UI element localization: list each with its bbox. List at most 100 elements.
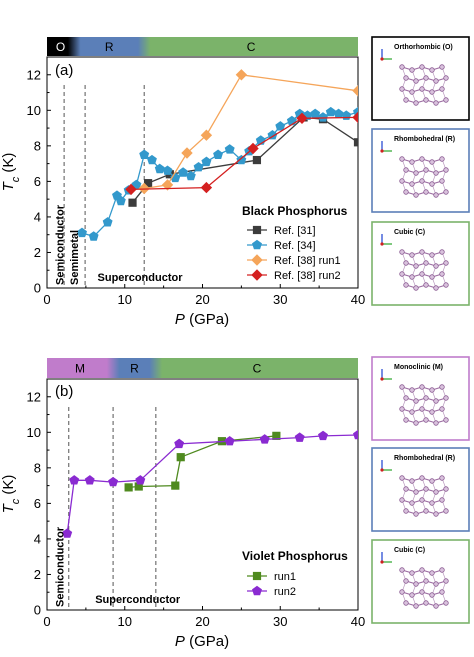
plot-frame-a: [46, 56, 359, 289]
series-line: [130, 116, 358, 191]
data-point: [147, 154, 157, 165]
data-point: [275, 121, 286, 131]
y-axis-title-b: Tc (K): [0, 475, 22, 514]
phase-label: C: [253, 362, 262, 376]
panel-a-black-phosphorus: O R C 0 10 20 30 40 0 2 4 6 8 10 12 (a) Semiconductor…: [0, 37, 365, 328]
dividers-b: [68, 407, 157, 610]
legend-label: run2: [274, 586, 296, 598]
axis-triad-icon: [380, 468, 384, 472]
x-tick-label: 0: [43, 292, 50, 307]
data-point: [181, 147, 193, 159]
data-point: [125, 183, 137, 196]
phase-label: C: [247, 40, 256, 54]
crystal-lattice-icon: [399, 249, 449, 291]
legend-b: run1 run2: [247, 571, 296, 598]
data-point: [267, 129, 278, 140]
data-point: [352, 111, 358, 124]
data-point: [200, 181, 213, 194]
axis-triad-icon: [380, 57, 384, 61]
axis-triad-icon: [380, 377, 384, 381]
structure-title: Rhombohedral (R): [394, 136, 455, 143]
data-point: [115, 195, 126, 206]
data-point: [325, 106, 336, 117]
structure-card: Rhombohedral (R): [371, 447, 470, 532]
region-label: Semiconductor: [54, 204, 66, 285]
legend-marker: [252, 225, 262, 235]
ticks-b: 0 10 20 30 40 0 2 4 6 8 10 12: [27, 389, 366, 629]
data-point: [213, 149, 223, 159]
x-tick-label: 20: [195, 292, 209, 307]
data-point: [124, 483, 133, 492]
series-ref-38-run1: [138, 69, 358, 195]
panel-label-b: (b): [55, 383, 73, 400]
region-labels-b: Semiconductor Superconductor: [54, 526, 180, 607]
data-point: [161, 179, 174, 191]
data-point: [259, 434, 270, 444]
structure-card: Orthorhombic (O): [371, 36, 470, 121]
structure-card-frame: [371, 447, 470, 532]
data-point: [353, 429, 358, 440]
data-point: [139, 149, 150, 159]
data-point: [174, 438, 185, 449]
legend-label: Ref. [38] run2: [274, 270, 341, 282]
data-point: [272, 431, 281, 440]
data-point: [296, 112, 308, 125]
phase-label: M: [75, 362, 85, 376]
y-axis-title-a: Tc (K): [0, 153, 22, 192]
structure-card-frame: [371, 36, 470, 121]
y-tick-label: 12: [27, 67, 41, 82]
legend-title-b: Violet Phosphorus: [242, 549, 348, 563]
phase-bar-fill: [47, 358, 358, 378]
x-tick-label: 10: [118, 292, 132, 307]
structure-card-frame: [371, 221, 470, 306]
series-line: [144, 74, 358, 190]
data-point: [224, 144, 235, 154]
y-tick-label: 4: [34, 209, 41, 224]
legend-marker: [251, 254, 263, 266]
axis-triad-icon: [380, 149, 384, 153]
data-point: [236, 154, 247, 165]
structure-card-frame: [371, 356, 470, 441]
crystal-lattice-icon: [399, 384, 449, 426]
data-point: [154, 163, 165, 174]
x-tick-label: 40: [351, 292, 365, 307]
data-point: [193, 161, 204, 172]
y-tick-label: 12: [27, 389, 41, 404]
y-tick-label: 6: [34, 174, 41, 189]
y-tick-label: 10: [27, 103, 41, 118]
x-axis-title-a: P (GPa): [175, 311, 229, 328]
series-run2: [62, 429, 358, 538]
structure-card: Cubic (C): [371, 221, 470, 306]
panel-b-violet-phosphorus: M R C 0 10 20 30 40 0 2 4 6 8 10 12 (b) Semiconductor…: [0, 358, 365, 650]
region-label: Superconductor: [98, 272, 184, 284]
phase-label: O: [56, 40, 65, 54]
structure-title: Orthorhombic (O): [394, 44, 453, 51]
data-point: [77, 227, 87, 238]
x-tick-label: 20: [195, 614, 209, 629]
data-point: [108, 476, 119, 487]
y-tick-label: 0: [34, 281, 41, 296]
x-tick-label: 30: [273, 614, 287, 629]
crystal-lattice-icon: [399, 64, 449, 106]
axis-triad-icon: [380, 242, 384, 246]
data-point: [185, 170, 196, 181]
data-point: [171, 481, 180, 490]
legend-label: Ref. [34]: [274, 240, 316, 252]
y-tick-label: 8: [34, 138, 41, 153]
data-point: [69, 475, 80, 485]
series-ref-38-run2: [125, 111, 358, 196]
crystal-lattice-icon: [399, 567, 449, 609]
legend-label: Ref. [31]: [274, 225, 316, 237]
data-point: [318, 112, 328, 122]
y-tick-label: 8: [34, 460, 41, 475]
data-point: [318, 430, 328, 441]
y-tick-label: 0: [34, 603, 41, 618]
series-b: [62, 429, 358, 538]
x-axis-title-b: P (GPa): [175, 633, 229, 650]
y-tick-label: 10: [27, 425, 41, 440]
crystal-lattice-icon: [399, 156, 449, 198]
x-tick-label: 10: [118, 614, 132, 629]
